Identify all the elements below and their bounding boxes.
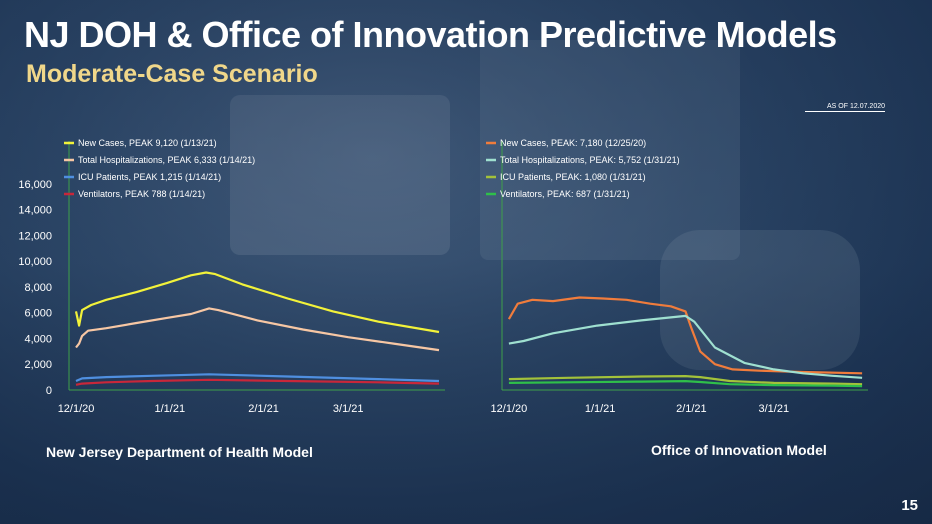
oi-series-line-right_icu [508,375,863,386]
doh-series-line-left_total_hosp [75,307,440,352]
doh-model-chart: 0 2,000 4,000 6,000 8,000 10,000 12,000 14,000 1… [18,138,445,415]
doh-x-tick-label: 3/1/21 [333,403,364,415]
oi-legend-label: Total Hospitalizations, PEAK: 5,752 (1/3… [500,155,680,165]
background-tubing-shape [660,230,860,370]
background-monitor-shape [230,95,450,255]
oi-x-tick-label: 2/1/21 [676,403,707,415]
doh-y-tick-label: 8,000 [24,282,52,294]
doh-legend-label: ICU Patients, PEAK 1,215 (1/14/21) [78,172,221,182]
doh-series-line-left_icu [75,373,440,383]
page-number: 15 [901,497,918,514]
doh-y-tick-label: 16,000 [18,179,52,191]
doh-x-tick-label: 2/1/21 [248,403,279,415]
doh-legend-label: Ventilators, PEAK 788 (1/14/21) [78,189,205,199]
oi-series-line-right_new_cases [507,296,863,375]
oi-x-tick-label: 3/1/21 [759,403,790,415]
background-equipment-shape [480,40,740,260]
oi-legend-label: ICU Patients, PEAK: 1,080 (1/31/21) [500,172,646,182]
oi-legend-label: New Cases, PEAK: 7,180 (12/25/20) [500,138,646,148]
doh-y-tick-label: 12,000 [18,230,52,242]
oi-series-line-right_vent [508,380,863,388]
doh-legend-label: Total Hospitalizations, PEAK 6,333 (1/14… [78,155,255,165]
oi-x-tick-label: 1/1/21 [585,403,616,415]
oi-series-line-right_total_hosp [508,314,863,379]
innovation-model-label: Office of Innovation Model [651,442,827,458]
doh-y-tick-label: 10,000 [18,256,52,268]
doh-x-tick-label: 1/1/21 [155,403,186,415]
doh-y-tick-label: 4,000 [24,333,52,345]
doh-y-tick-label: 0 [46,385,52,397]
doh-y-tick-label: 2,000 [24,359,52,371]
doh-series-line-left_new_cases [74,271,440,334]
doh-y-tick-label: 6,000 [24,308,52,320]
doh-legend-label: New Cases, PEAK 9,120 (1/13/21) [78,138,217,148]
doh-x-tick-label: 12/1/20 [58,403,95,415]
oi-x-tick-label: 12/1/20 [491,403,528,415]
slide-title: NJ DOH & Office of Innovation Predictive… [24,14,837,55]
oi-legend-label: Ventilators, PEAK: 687 (1/31/21) [500,189,630,199]
doh-model-label: New Jersey Department of Health Model [46,444,313,460]
as-of-date: AS OF 12.07.2020 [805,103,885,112]
doh-series-line-left_vent [75,378,440,386]
slide-subtitle: Moderate-Case Scenario [26,60,318,88]
innovation-model-chart: 12/1/20 1/1/21 2/1/21 3/1/21 New Cases, PEAK… [486,138,868,415]
doh-y-tick-label: 14,000 [18,205,52,217]
